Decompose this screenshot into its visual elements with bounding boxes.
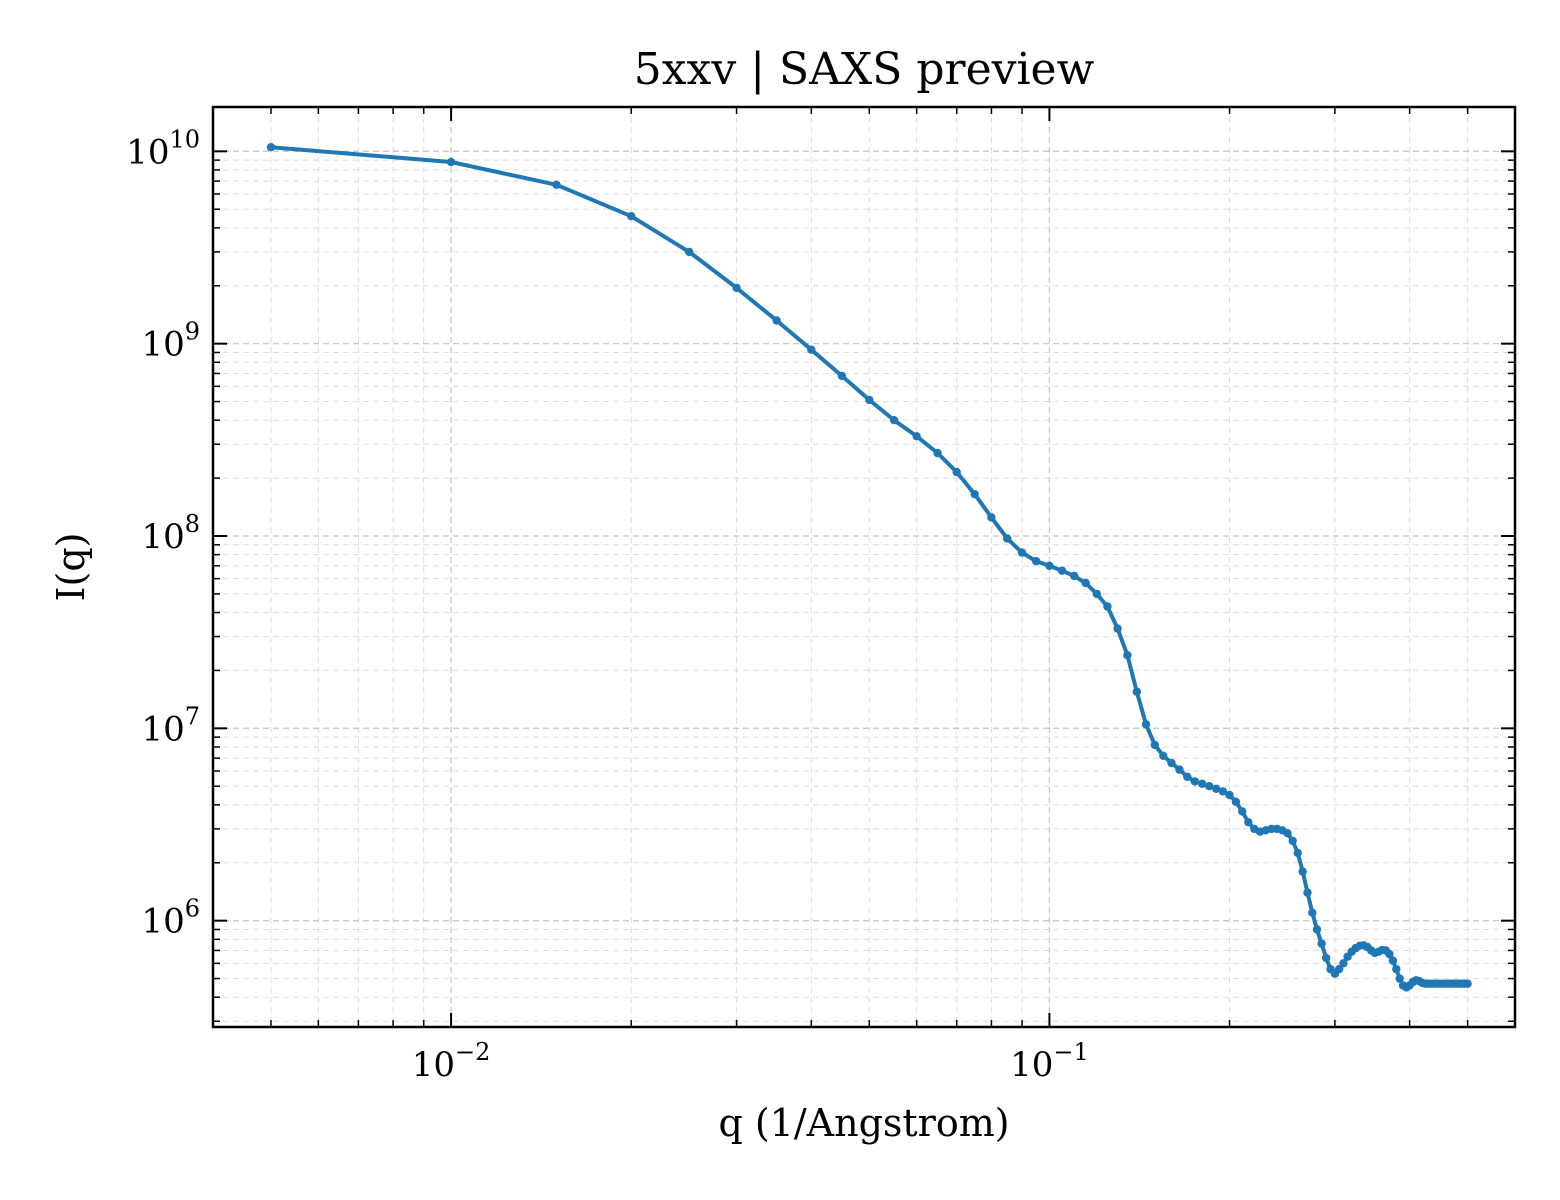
data-point [1123, 651, 1132, 660]
data-point [1335, 964, 1344, 974]
data-point [1081, 578, 1090, 588]
data-point [732, 283, 741, 293]
data-point [1321, 953, 1331, 963]
data-point [1092, 589, 1102, 599]
data-point [685, 247, 694, 257]
data-point [1392, 964, 1401, 974]
data-point [1395, 974, 1404, 983]
y-tick-label: 106 [141, 895, 200, 942]
data-point [987, 513, 996, 522]
data-point [1238, 807, 1247, 816]
data-point [1045, 561, 1054, 570]
data-point [1141, 720, 1151, 729]
y-tick-label: 1010 [126, 125, 200, 172]
data-point [1183, 772, 1192, 781]
data-point [1303, 888, 1312, 897]
data-point [1312, 925, 1322, 934]
data-point [1308, 908, 1317, 917]
x-axis-label: q (1/Angstrom) [718, 1101, 1009, 1145]
data-point [1225, 790, 1234, 800]
data-point [1283, 829, 1292, 838]
x-tick-label: 10−2 [412, 1038, 491, 1085]
data-point [889, 416, 899, 425]
y-tick-label: 109 [141, 318, 200, 365]
data-point [1070, 571, 1079, 581]
data-point [837, 371, 847, 381]
data-point [1150, 740, 1160, 750]
data-point [1244, 818, 1253, 827]
data-point [1231, 797, 1241, 806]
data-point [1167, 758, 1176, 768]
data-point [1113, 624, 1122, 633]
data-point [807, 345, 816, 354]
data-point [1031, 556, 1041, 566]
data-point [1132, 687, 1142, 696]
y-tick-label: 108 [141, 510, 200, 557]
data-point [865, 395, 874, 405]
y-axis-label: I(q) [49, 533, 93, 602]
data-point [1385, 949, 1394, 959]
data-point [1339, 959, 1348, 968]
data-point [1293, 848, 1302, 858]
x-tick-label: 10−1 [1010, 1038, 1089, 1085]
data-point [1003, 534, 1012, 543]
data-point [952, 467, 961, 477]
data-point [1103, 602, 1112, 611]
data-point [446, 157, 456, 167]
data-point [1205, 782, 1214, 791]
data-point [970, 490, 979, 499]
data-point [266, 143, 276, 152]
data-point [933, 448, 942, 458]
plot-frame [211, 105, 1517, 1029]
data-point [1198, 779, 1207, 788]
chart-title: 5xxv | SAXS preview [634, 44, 1095, 95]
data-point [1218, 787, 1228, 796]
y-tick-label: 107 [141, 702, 200, 749]
data-point [1463, 979, 1472, 988]
data-point [1298, 867, 1307, 876]
data-point [1317, 939, 1326, 948]
data-point [1288, 836, 1297, 846]
data-point [1388, 956, 1398, 965]
data-point [627, 212, 636, 221]
data-point [1159, 751, 1168, 760]
data-point [1057, 566, 1067, 575]
data-point [552, 180, 561, 189]
data-point [912, 432, 921, 441]
data-point [1017, 548, 1027, 557]
data-point [1190, 777, 1200, 786]
series-layer [266, 143, 1472, 992]
data-point [1212, 784, 1221, 793]
data-point [1175, 765, 1184, 774]
data-point [772, 316, 781, 325]
